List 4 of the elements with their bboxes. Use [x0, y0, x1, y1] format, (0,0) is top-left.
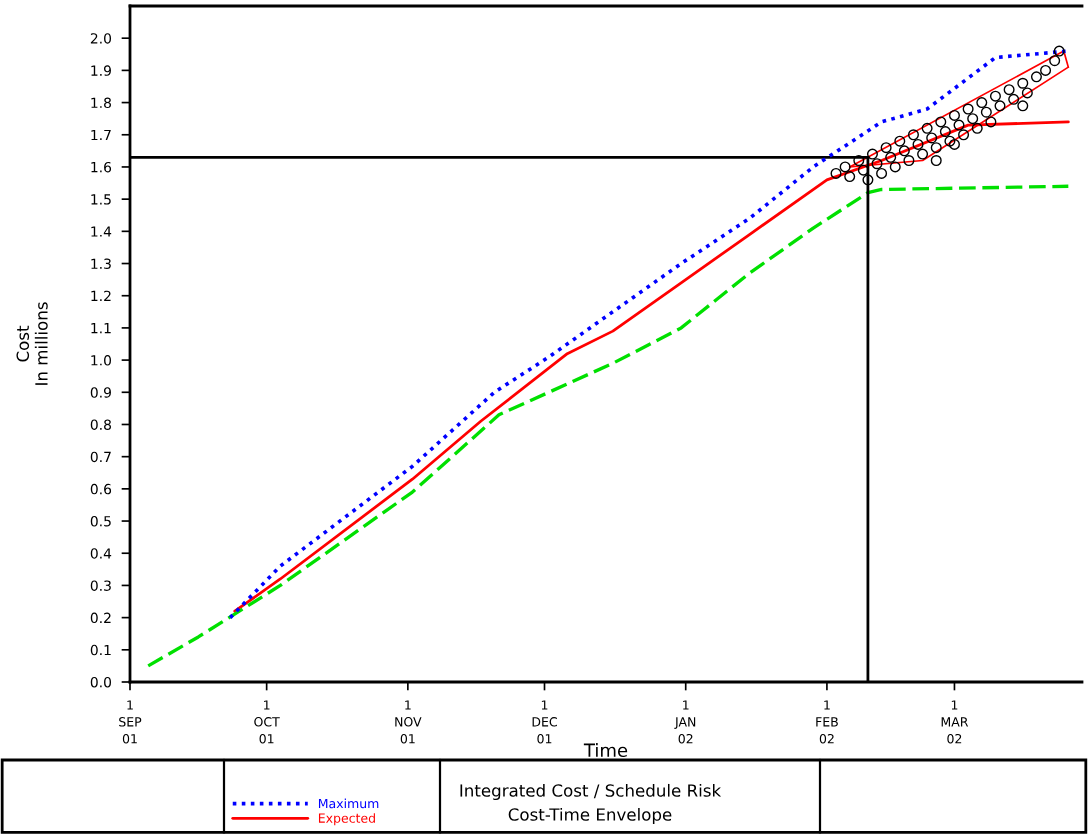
y-axis-title: Cost In millions — [16, 302, 48, 385]
text: Integrated Cost / Schedule Risk — [460, 783, 722, 801]
text: Cost-Time Envelope — [508, 807, 672, 825]
x-axis-title: Time — [583, 743, 628, 758]
